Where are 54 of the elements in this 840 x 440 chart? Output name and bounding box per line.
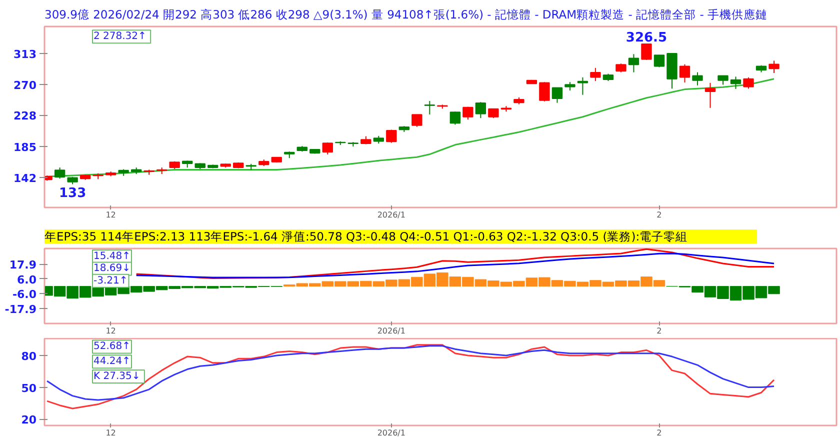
y-tick-label: 80 — [21, 350, 37, 363]
y-tick-label: 313 — [14, 48, 37, 61]
y-tick-label: 6.0 — [17, 273, 37, 286]
annotation: -3.21↑ — [94, 275, 128, 286]
annotation: 133 — [58, 186, 86, 202]
annotation: 326.5 — [626, 30, 668, 46]
annotation: 44.24↑ — [94, 356, 131, 368]
y-tick-label: -6.0 — [12, 288, 37, 302]
y-tick-label: 270 — [14, 79, 37, 92]
y-tick-label: 50 — [21, 382, 37, 395]
candlestick — [450, 111, 461, 126]
candlestick — [679, 64, 690, 83]
x-tick-label: 2026/1 — [377, 210, 406, 220]
x-tick-label: 2 — [656, 326, 662, 336]
y-tick-label: 185 — [14, 140, 37, 154]
chart-title: 年EPS:35 114年EPS:2.13 113年EPS:-1.64 淨值:50.78 Q3:-0.48 Q4:-0.51 Q1:-0.63 Q2:-1.32 Q3:0.5 (業務):電子零組 — [44, 230, 688, 244]
y-tick-label: -17.9 — [4, 303, 37, 316]
x-tick-label: 2026/1 — [377, 428, 406, 438]
candlestick — [590, 67, 601, 82]
y-tick-label: 228 — [14, 110, 37, 123]
annotation: K 27.35↓ — [94, 370, 140, 382]
candlestick — [386, 129, 397, 144]
annotation: 18.69↓ — [94, 263, 131, 274]
candlestick — [628, 54, 640, 73]
candlestick — [424, 100, 436, 115]
x-tick-label: 2 — [656, 210, 662, 220]
x-tick-label: 12 — [106, 210, 116, 220]
x-tick-label: 12 — [106, 428, 116, 438]
candlestick — [743, 76, 754, 90]
candlestick — [475, 102, 486, 119]
candlestick — [718, 75, 728, 86]
x-tick-label: 12 — [106, 326, 116, 336]
annotation: 15.48↑ — [94, 251, 131, 262]
candlestick — [641, 43, 652, 60]
candlestick — [730, 76, 742, 90]
candlestick — [692, 72, 703, 86]
candlestick — [412, 114, 422, 128]
candlestick — [539, 82, 550, 102]
candlestick — [488, 108, 499, 119]
annotation: 2 278.32↑ — [94, 31, 146, 42]
candlestick — [654, 54, 665, 68]
line-series — [46, 78, 775, 178]
y-tick-label: 20 — [21, 414, 37, 427]
y-tick-label: 17.9 — [9, 258, 36, 272]
y-tick-label: 142 — [14, 172, 37, 186]
candlestick — [768, 60, 780, 74]
candlestick — [462, 106, 474, 120]
x-tick-label: 2 — [656, 428, 662, 438]
chart-title: 309.9億 2026/02/24 開292 高303 低286 收298 △9(3.1%) 量 94108↑張(1.6%) - 記憶體 - DRAM顆粒製造 - 記憶體全部 - 手機供應鏈 — [44, 8, 768, 22]
candlestick — [552, 87, 563, 104]
candlestick — [54, 167, 66, 180]
annotation: 52.68↑ — [94, 341, 131, 352]
candlestick — [704, 82, 716, 108]
x-tick-label: 2026/1 — [377, 326, 406, 336]
